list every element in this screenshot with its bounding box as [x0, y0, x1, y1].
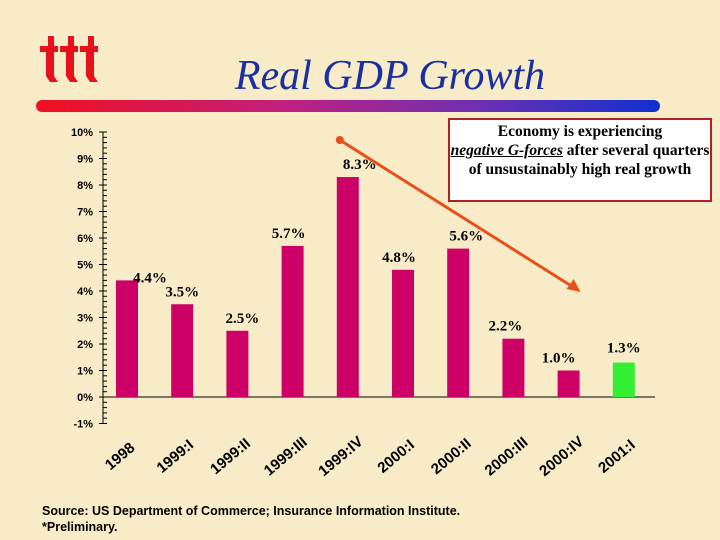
data-label: 3.5%: [165, 284, 199, 300]
bar: [116, 280, 138, 397]
y-tick-label: 1%: [77, 366, 93, 378]
data-label: 4.4%: [133, 270, 167, 286]
annotation-box: Economy is experiencing negative G-force…: [448, 118, 712, 202]
bar: [171, 304, 194, 397]
x-tick-label: 1998: [102, 439, 138, 473]
x-tick-label: 2000:II: [428, 435, 475, 478]
y-tick-label: 0%: [77, 392, 93, 404]
x-tick-label: 1999:II: [207, 435, 254, 478]
source-text: Source: US Department of Commerce; Insur…: [42, 504, 461, 518]
y-tick-label: 5%: [77, 260, 93, 272]
y-tick-label: 7%: [77, 207, 93, 219]
bar: [226, 330, 249, 397]
x-tick-label: 1999:I: [154, 436, 198, 476]
source-note: Source: US Department of Commerce; Insur…: [42, 503, 460, 535]
bar: [447, 248, 470, 397]
bar: [557, 370, 580, 397]
y-tick-label: -1%: [73, 419, 93, 431]
y-tick-label: 3%: [77, 313, 93, 325]
trend-arrow: [339, 138, 576, 290]
data-label: 5.6%: [449, 229, 483, 245]
data-label: 5.7%: [272, 226, 306, 242]
x-tick-label: 2001:I: [595, 436, 639, 476]
annotation-line2: after several quarters of unsustainably …: [468, 142, 710, 178]
data-label: 4.8%: [382, 250, 416, 266]
annotation-emphasis: negative G-forces: [450, 142, 563, 159]
x-tick-label: 2000:IV: [536, 433, 587, 480]
bar: [612, 362, 635, 397]
bar: [281, 245, 304, 397]
x-tick-label: 1999:III: [261, 434, 311, 480]
data-label: 1.3%: [607, 341, 641, 357]
iii-logo: [40, 36, 98, 82]
y-tick-label: 10%: [71, 127, 93, 139]
data-label: 2.2%: [489, 319, 523, 335]
footnote: *Preliminary.: [42, 520, 118, 534]
y-tick-label: 9%: [77, 154, 93, 166]
trend-arrow-start: [335, 136, 344, 144]
data-label: 1.0%: [542, 351, 576, 367]
y-tick-label: 4%: [77, 286, 93, 298]
y-tick-label: 2%: [77, 339, 93, 351]
x-tick-label: 2000:I: [374, 436, 418, 476]
trend-arrow-head: [566, 279, 581, 292]
y-tick-label: 8%: [77, 180, 93, 192]
x-tick-label: 1999:IV: [315, 433, 366, 480]
title-underline: [36, 100, 660, 112]
bar: [336, 177, 359, 397]
data-label: 8.3%: [343, 157, 377, 173]
bar: [392, 269, 414, 397]
annotation-line1: Economy is experiencing: [497, 123, 663, 140]
data-label: 2.5%: [226, 311, 260, 327]
y-tick-label: 6%: [77, 233, 93, 245]
slide-title: Real GDP Growth: [234, 53, 546, 99]
bar: [502, 338, 525, 397]
x-tick-label: 2000:III: [482, 434, 532, 480]
